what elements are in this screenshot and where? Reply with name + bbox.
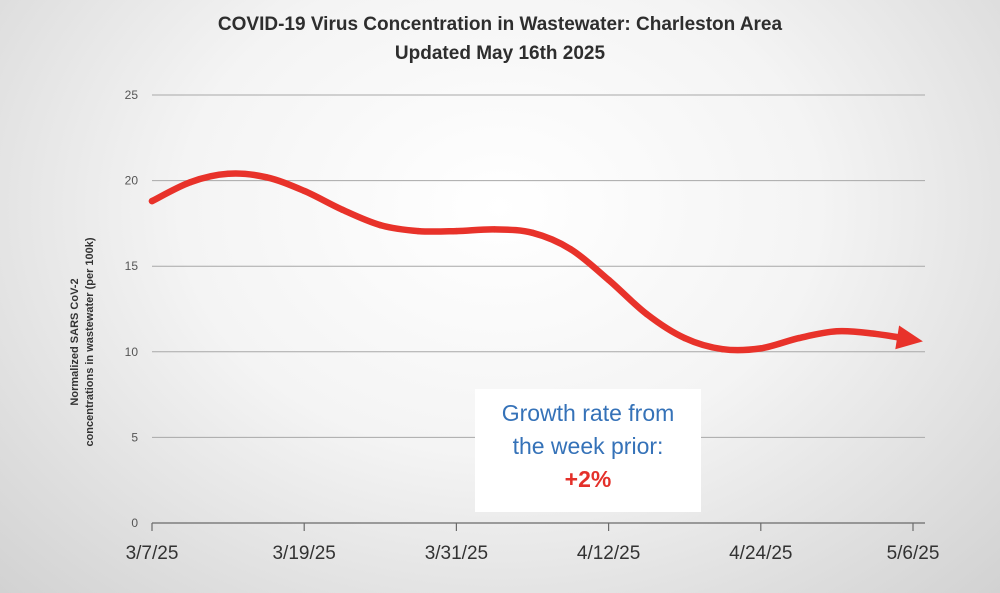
data-point-0 (148, 197, 156, 205)
x-tick-label-1: 3/19/25 (272, 543, 335, 564)
annotation-growth-value: +2% (564, 466, 612, 492)
data-point-4 (301, 187, 308, 195)
x-tick-label-2: 3/31/25 (425, 543, 488, 564)
y-axis-ticks: 0 5 10 15 20 25 (125, 88, 139, 530)
data-point-10 (529, 229, 536, 236)
growth-rate-annotation: Growth rate from the week prior: +2% (475, 389, 701, 512)
data-point-11 (567, 245, 574, 253)
x-axis-ticks: 3/7/25 3/19/25 3/31/25 4/12/25 4/24/25 5/6/25 (126, 523, 940, 564)
trend-arrowhead (895, 325, 923, 350)
chart-title: COVID-19 Virus Concentration in Wastewat… (217, 14, 783, 35)
data-point-6 (377, 221, 384, 229)
data-point-19 (871, 330, 879, 337)
chart-title-block: COVID-19 Virus Concentration in Wastewat… (0, 10, 1000, 68)
y-tick-label-25: 25 (125, 88, 139, 102)
data-point-18 (833, 328, 841, 335)
data-point-13 (643, 310, 650, 318)
y-tick-label-0: 0 (131, 516, 138, 530)
data-point-14 (681, 334, 688, 342)
y-axis-label-line2: concentrations in wastewater (per 100k) (84, 237, 96, 446)
gridlines (152, 94, 925, 438)
data-point-17 (795, 334, 803, 342)
data-point-15 (719, 346, 726, 353)
y-tick-label-5: 5 (131, 430, 138, 444)
x-tick-label-3: 4/12/25 (577, 543, 640, 564)
series-group (148, 170, 923, 354)
data-point-5 (339, 206, 346, 213)
x-tick-label-4: 4/24/25 (729, 543, 792, 564)
data-point-12 (605, 276, 612, 284)
data-point-1 (186, 179, 194, 186)
x-tick-label-5: 5/6/25 (887, 543, 940, 564)
series-line-0 (148, 170, 917, 354)
data-point-2 (224, 170, 232, 177)
y-axis-label: Normalized SARS CoV-2 concentrations in … (69, 237, 96, 446)
data-point-7 (415, 227, 422, 235)
data-point-16 (757, 345, 764, 352)
data-point-9 (491, 226, 498, 233)
x-tick-label-0: 3/7/25 (126, 543, 179, 564)
y-tick-label-20: 20 (125, 174, 139, 188)
data-point-3 (262, 174, 270, 181)
y-axis-label-line1: Normalized SARS CoV-2 (69, 278, 81, 405)
annotation-line-1: Growth rate from (501, 400, 675, 426)
y-tick-label-10: 10 (125, 345, 139, 359)
chart-subtitle: Updated May 16th 2025 (394, 43, 606, 64)
data-point-8 (453, 227, 460, 235)
y-tick-label-15: 15 (125, 259, 139, 273)
annotation-line-2: the week prior: (512, 433, 664, 459)
